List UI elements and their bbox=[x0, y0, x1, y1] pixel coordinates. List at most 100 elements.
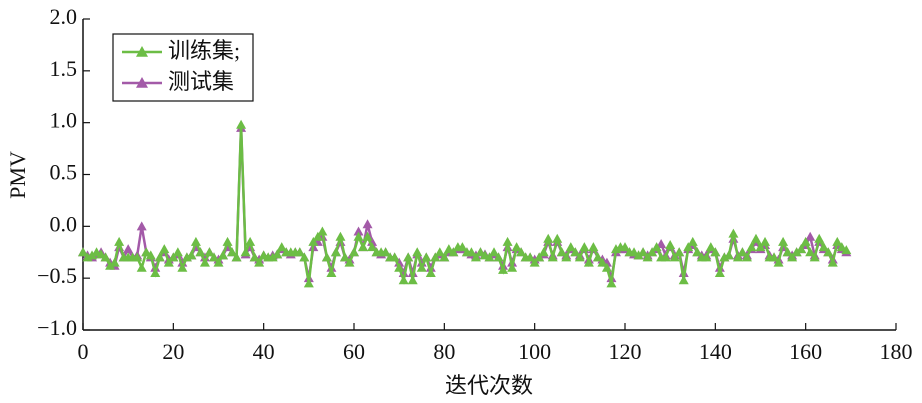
marker bbox=[750, 233, 761, 243]
marker bbox=[529, 257, 540, 267]
marker bbox=[651, 242, 662, 252]
marker bbox=[547, 252, 558, 262]
y-tick-label: 0.5 bbox=[50, 160, 78, 185]
marker bbox=[439, 252, 450, 262]
marker bbox=[579, 242, 590, 252]
marker bbox=[245, 236, 256, 246]
marker bbox=[218, 250, 229, 260]
marker bbox=[498, 264, 509, 274]
marker bbox=[755, 242, 766, 252]
marker bbox=[701, 252, 712, 262]
marker bbox=[556, 247, 567, 257]
marker bbox=[516, 247, 527, 257]
marker bbox=[177, 262, 188, 272]
y-tick-label: −1.0 bbox=[37, 315, 77, 340]
marker bbox=[538, 247, 549, 257]
y-tick-label: 1.5 bbox=[50, 56, 78, 81]
legend-label: 训练集; bbox=[168, 38, 240, 63]
x-tick-label: 140 bbox=[699, 339, 732, 364]
marker bbox=[827, 257, 838, 267]
marker bbox=[190, 236, 201, 246]
marker bbox=[633, 250, 644, 260]
marker bbox=[746, 242, 757, 252]
marker bbox=[163, 257, 174, 267]
marker bbox=[760, 236, 771, 246]
marker bbox=[728, 228, 739, 238]
marker bbox=[199, 257, 210, 267]
marker bbox=[213, 257, 224, 267]
marker bbox=[570, 247, 581, 257]
marker bbox=[308, 236, 319, 246]
marker bbox=[737, 247, 748, 257]
marker bbox=[669, 252, 680, 262]
marker bbox=[303, 278, 314, 288]
marker bbox=[231, 252, 242, 262]
legend-marker bbox=[136, 77, 148, 88]
marker bbox=[710, 247, 721, 257]
marker bbox=[236, 119, 247, 129]
marker bbox=[222, 236, 233, 246]
marker bbox=[412, 247, 423, 257]
marker bbox=[425, 267, 436, 277]
marker bbox=[805, 247, 816, 257]
marker bbox=[832, 236, 843, 246]
marker bbox=[597, 257, 608, 267]
marker bbox=[809, 252, 820, 262]
marker bbox=[647, 247, 658, 257]
marker bbox=[714, 267, 725, 277]
marker bbox=[769, 252, 780, 262]
marker bbox=[683, 242, 694, 252]
marker bbox=[583, 257, 594, 267]
marker bbox=[782, 247, 793, 257]
marker bbox=[805, 231, 816, 241]
marker bbox=[561, 252, 572, 262]
marker bbox=[344, 257, 355, 267]
marker bbox=[502, 236, 513, 246]
marker bbox=[416, 262, 427, 272]
y-tick-label: 2.0 bbox=[50, 4, 78, 29]
marker bbox=[114, 236, 125, 246]
x-tick-label: 0 bbox=[78, 339, 89, 364]
marker bbox=[154, 252, 165, 262]
marker bbox=[484, 252, 495, 262]
marker bbox=[195, 247, 206, 257]
marker bbox=[204, 247, 215, 257]
marker bbox=[254, 257, 265, 267]
x-tick-label: 20 bbox=[162, 339, 184, 364]
marker bbox=[466, 247, 477, 257]
marker bbox=[778, 236, 789, 246]
marker bbox=[457, 242, 468, 252]
marker bbox=[678, 275, 689, 285]
marker bbox=[335, 231, 346, 241]
marker bbox=[272, 249, 283, 259]
marker bbox=[574, 252, 585, 262]
marker bbox=[425, 262, 436, 272]
marker bbox=[353, 226, 364, 236]
marker bbox=[100, 252, 111, 262]
marker bbox=[403, 252, 414, 262]
marker bbox=[136, 221, 147, 231]
marker bbox=[588, 242, 599, 252]
marker bbox=[421, 252, 432, 262]
marker bbox=[543, 233, 554, 243]
marker bbox=[741, 252, 752, 262]
marker bbox=[470, 252, 481, 262]
marker bbox=[208, 252, 219, 262]
marker bbox=[823, 247, 834, 257]
marker bbox=[773, 257, 784, 267]
marker bbox=[78, 247, 88, 257]
marker bbox=[511, 242, 522, 252]
marker bbox=[507, 262, 518, 272]
x-tick-label: 100 bbox=[518, 339, 551, 364]
marker bbox=[620, 242, 630, 252]
marker bbox=[723, 250, 734, 260]
marker bbox=[430, 252, 441, 262]
marker bbox=[493, 252, 504, 262]
marker bbox=[389, 252, 400, 262]
marker bbox=[330, 247, 341, 257]
marker bbox=[692, 247, 703, 257]
legend-marker bbox=[136, 46, 148, 57]
marker bbox=[407, 275, 418, 285]
marker bbox=[353, 231, 364, 241]
